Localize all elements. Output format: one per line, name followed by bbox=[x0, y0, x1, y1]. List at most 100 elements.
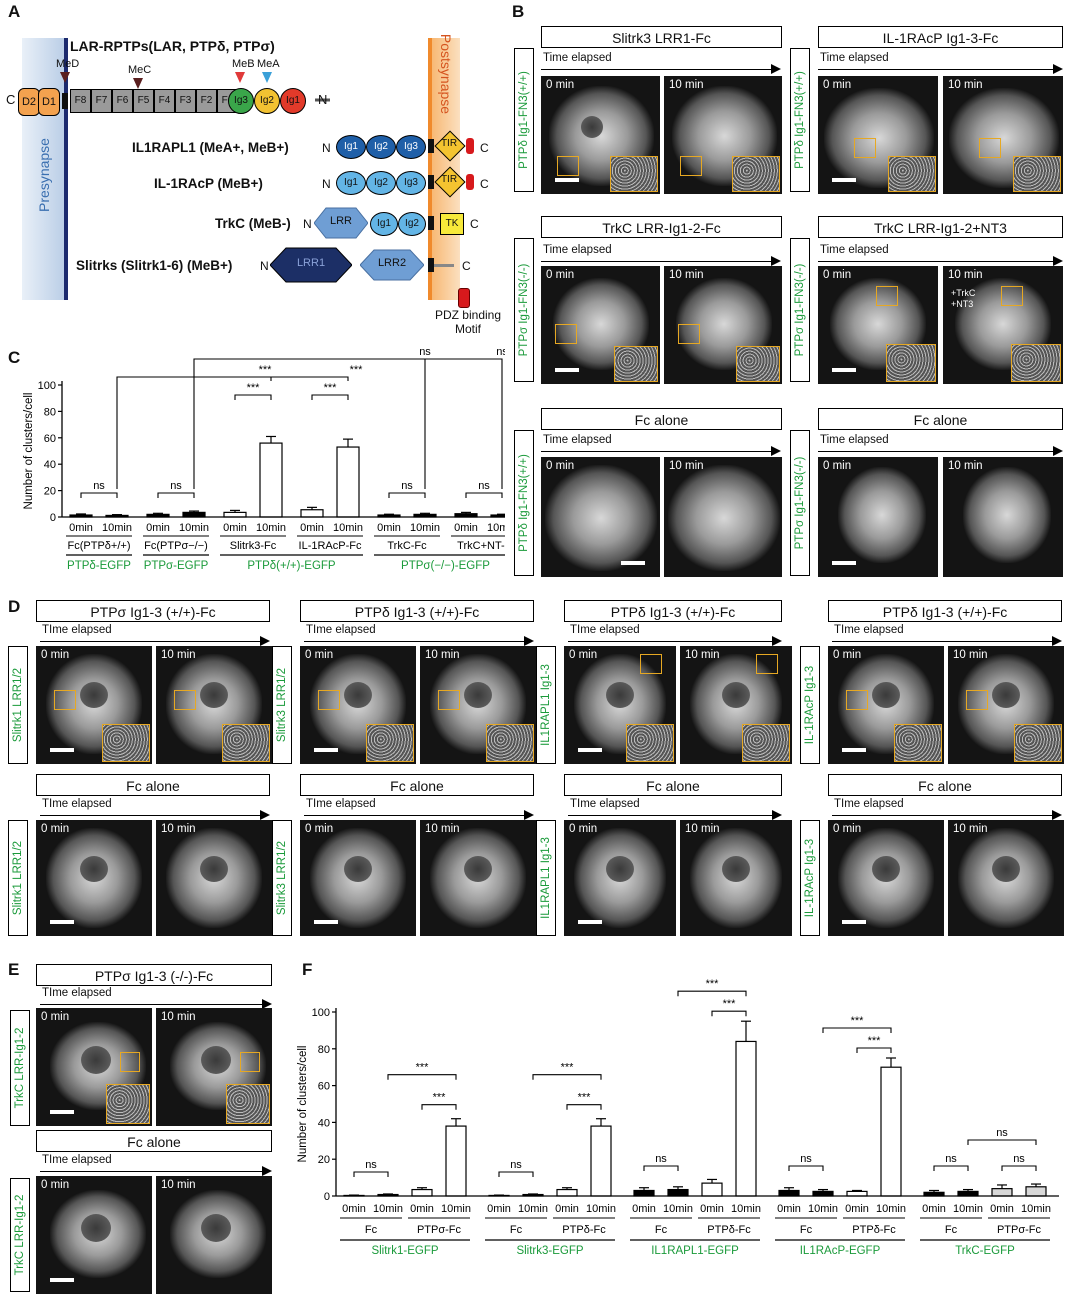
d-ylabel-2-2: Slitrk3 LRR1/2 bbox=[272, 820, 292, 936]
x-tick-label: 10min bbox=[1021, 1203, 1051, 1215]
x-tick-label: 0min bbox=[555, 1203, 579, 1215]
panel-label-f: F bbox=[302, 960, 313, 979]
trkc-ig1: Ig1 bbox=[370, 212, 398, 236]
y-tick-label: 60 bbox=[318, 1081, 330, 1093]
y-tick-label: 40 bbox=[44, 459, 56, 471]
il1racp-n: N bbox=[322, 177, 331, 191]
cell-nucleus bbox=[872, 682, 900, 708]
d-image-4-1-t0: 0 min bbox=[828, 646, 944, 764]
e-ylabel-2: TrkC LRR-Ig1-2 bbox=[10, 1178, 30, 1292]
scale-bar bbox=[314, 920, 338, 924]
cell-group-label: PTPδ-EGFP bbox=[67, 560, 131, 572]
d-image-3-1-t10: 10 min bbox=[680, 646, 792, 764]
d-ylabel-text-1-2: Slitrk1 LRR1/2 bbox=[12, 840, 24, 916]
group-label: PTPσ-Fc bbox=[417, 1224, 462, 1236]
il1rapl1-tm bbox=[428, 139, 434, 153]
bar bbox=[778, 1189, 800, 1197]
time-label: 10 min bbox=[161, 823, 196, 835]
bar bbox=[957, 1190, 979, 1197]
sig-bracket bbox=[933, 1165, 969, 1171]
d-time-arrow-1-1: TIme elapsed bbox=[40, 624, 270, 646]
d-arrow-line-4-1 bbox=[832, 641, 1052, 642]
sig-bracket bbox=[643, 1165, 679, 1171]
cell-group-label: Slitrk1-EGFP bbox=[371, 1245, 438, 1257]
d-time-label-4-1: TIme elapsed bbox=[834, 624, 904, 636]
cell-nucleus bbox=[344, 856, 372, 882]
slitrks-lrr2: LRR2 bbox=[360, 248, 424, 282]
sig-bracket-label: ns bbox=[401, 480, 413, 492]
d-time-arrow-3-2: TIme elapsed bbox=[568, 798, 782, 820]
bar bbox=[991, 1188, 1013, 1197]
scale-bar bbox=[578, 748, 602, 752]
group-label: PTPδ-Fc bbox=[562, 1224, 606, 1236]
time-label: 10 min bbox=[953, 823, 988, 835]
b-ylabel-6: PTPσ Ig1-FN3(-/-) bbox=[790, 430, 810, 576]
d-fc-title-2: Fc alone bbox=[300, 774, 534, 796]
bar bbox=[411, 1188, 433, 1197]
d-arrow-head-4-1 bbox=[1052, 636, 1062, 646]
presynapse-band bbox=[22, 38, 66, 300]
cell-group-label: PTPσ-EGFP bbox=[144, 560, 209, 572]
trkc-tk: TK bbox=[440, 213, 464, 235]
sig-bracket bbox=[677, 990, 747, 997]
lar-n-term: N bbox=[318, 92, 328, 107]
x-tick-label: 10min bbox=[410, 522, 440, 534]
lar-ig3: Ig3 bbox=[228, 88, 254, 114]
sig-bracket-label: ns bbox=[655, 1153, 667, 1165]
d-ylabel-1-1: Slitrk1 LRR1/2 bbox=[8, 646, 28, 764]
postsynapse-membrane bbox=[428, 38, 432, 300]
y-tick-label: 80 bbox=[44, 406, 56, 418]
cell-group-label: PTPδ(+/+)-EGFP bbox=[247, 560, 336, 572]
group-label: Fc(PTPδ+/+) bbox=[68, 540, 131, 552]
inset-zoom bbox=[102, 724, 150, 762]
d-arrow-line-3-1 bbox=[568, 641, 772, 642]
cell-group-label: PTPσ(−/−)-EGFP bbox=[401, 560, 490, 572]
sig-bracket-long bbox=[193, 358, 503, 489]
sig-bracket-label: *** bbox=[561, 1062, 575, 1074]
inset-zoom bbox=[894, 724, 942, 762]
trkc-n: N bbox=[303, 217, 312, 231]
time-label: 0 min bbox=[569, 649, 598, 661]
panel-a-diagram: Presynapse Postsynapse LAR-RPTPs(LAR, PT… bbox=[0, 0, 510, 340]
roi-box bbox=[846, 690, 868, 710]
d-image-2-2-t0: 0 min bbox=[300, 820, 416, 936]
group-label: PTPδ-Fc bbox=[707, 1224, 751, 1236]
d-ylabel-4-1: IL-1RAcP Ig1-3 bbox=[800, 646, 820, 764]
trkc-lrr: LRR bbox=[314, 206, 368, 240]
time-label: 0 min bbox=[41, 649, 70, 661]
scale-bar bbox=[314, 748, 338, 752]
il1rapl1-name: IL1RAPL1 (MeA+, MeB+) bbox=[132, 140, 289, 155]
sig-bracket bbox=[822, 1027, 892, 1033]
il1racp-ig1: Ig1 bbox=[336, 171, 366, 195]
y-tick-label: 80 bbox=[318, 1044, 330, 1056]
d-image-2-1-t0: 0 min bbox=[300, 646, 416, 764]
il1rapl1-ig2: Ig2 bbox=[366, 135, 396, 159]
x-tick-label: 0min bbox=[69, 522, 93, 534]
d-ylabel-text-2-2: Slitrk3 LRR1/2 bbox=[276, 840, 288, 916]
slitrks-tail bbox=[434, 264, 454, 267]
b3-t0-image: 0 min bbox=[541, 266, 660, 384]
roi-box bbox=[756, 654, 778, 674]
d-arrow-head-2-2 bbox=[524, 810, 534, 820]
fn-f5: F5 bbox=[133, 89, 154, 113]
group-label: Fc bbox=[655, 1224, 668, 1236]
b5-t0-image: 0 min bbox=[541, 457, 660, 577]
x-tick-label: 10min bbox=[586, 1203, 616, 1215]
d-title-1: PTPσ Ig1-3 (+/+)-Fc bbox=[36, 600, 270, 622]
il1rapl1-c: C bbox=[480, 141, 489, 155]
sig-label-long: ns bbox=[496, 346, 505, 358]
bar bbox=[300, 509, 324, 518]
cell-group-label: IL1RAcP-EGFP bbox=[800, 1245, 881, 1257]
bar bbox=[667, 1188, 689, 1197]
slitrks-lrr1: LRR1 bbox=[270, 246, 352, 284]
d-fc-title-1: Fc alone bbox=[36, 774, 270, 796]
d-time-arrow-3-1: TIme elapsed bbox=[568, 624, 782, 646]
bar bbox=[223, 511, 247, 518]
b-title-4: TrkC LRR-Ig1-2+NT3 bbox=[818, 216, 1063, 238]
y-tick-label: 100 bbox=[38, 380, 56, 392]
b5-t10-image: 10 min bbox=[664, 457, 782, 577]
d-image-1-2-t0: 0 min bbox=[36, 820, 152, 936]
d-arrow-head-2-1 bbox=[524, 636, 534, 646]
slitrks-tm bbox=[428, 258, 434, 272]
time-label: 0 min bbox=[41, 823, 70, 835]
